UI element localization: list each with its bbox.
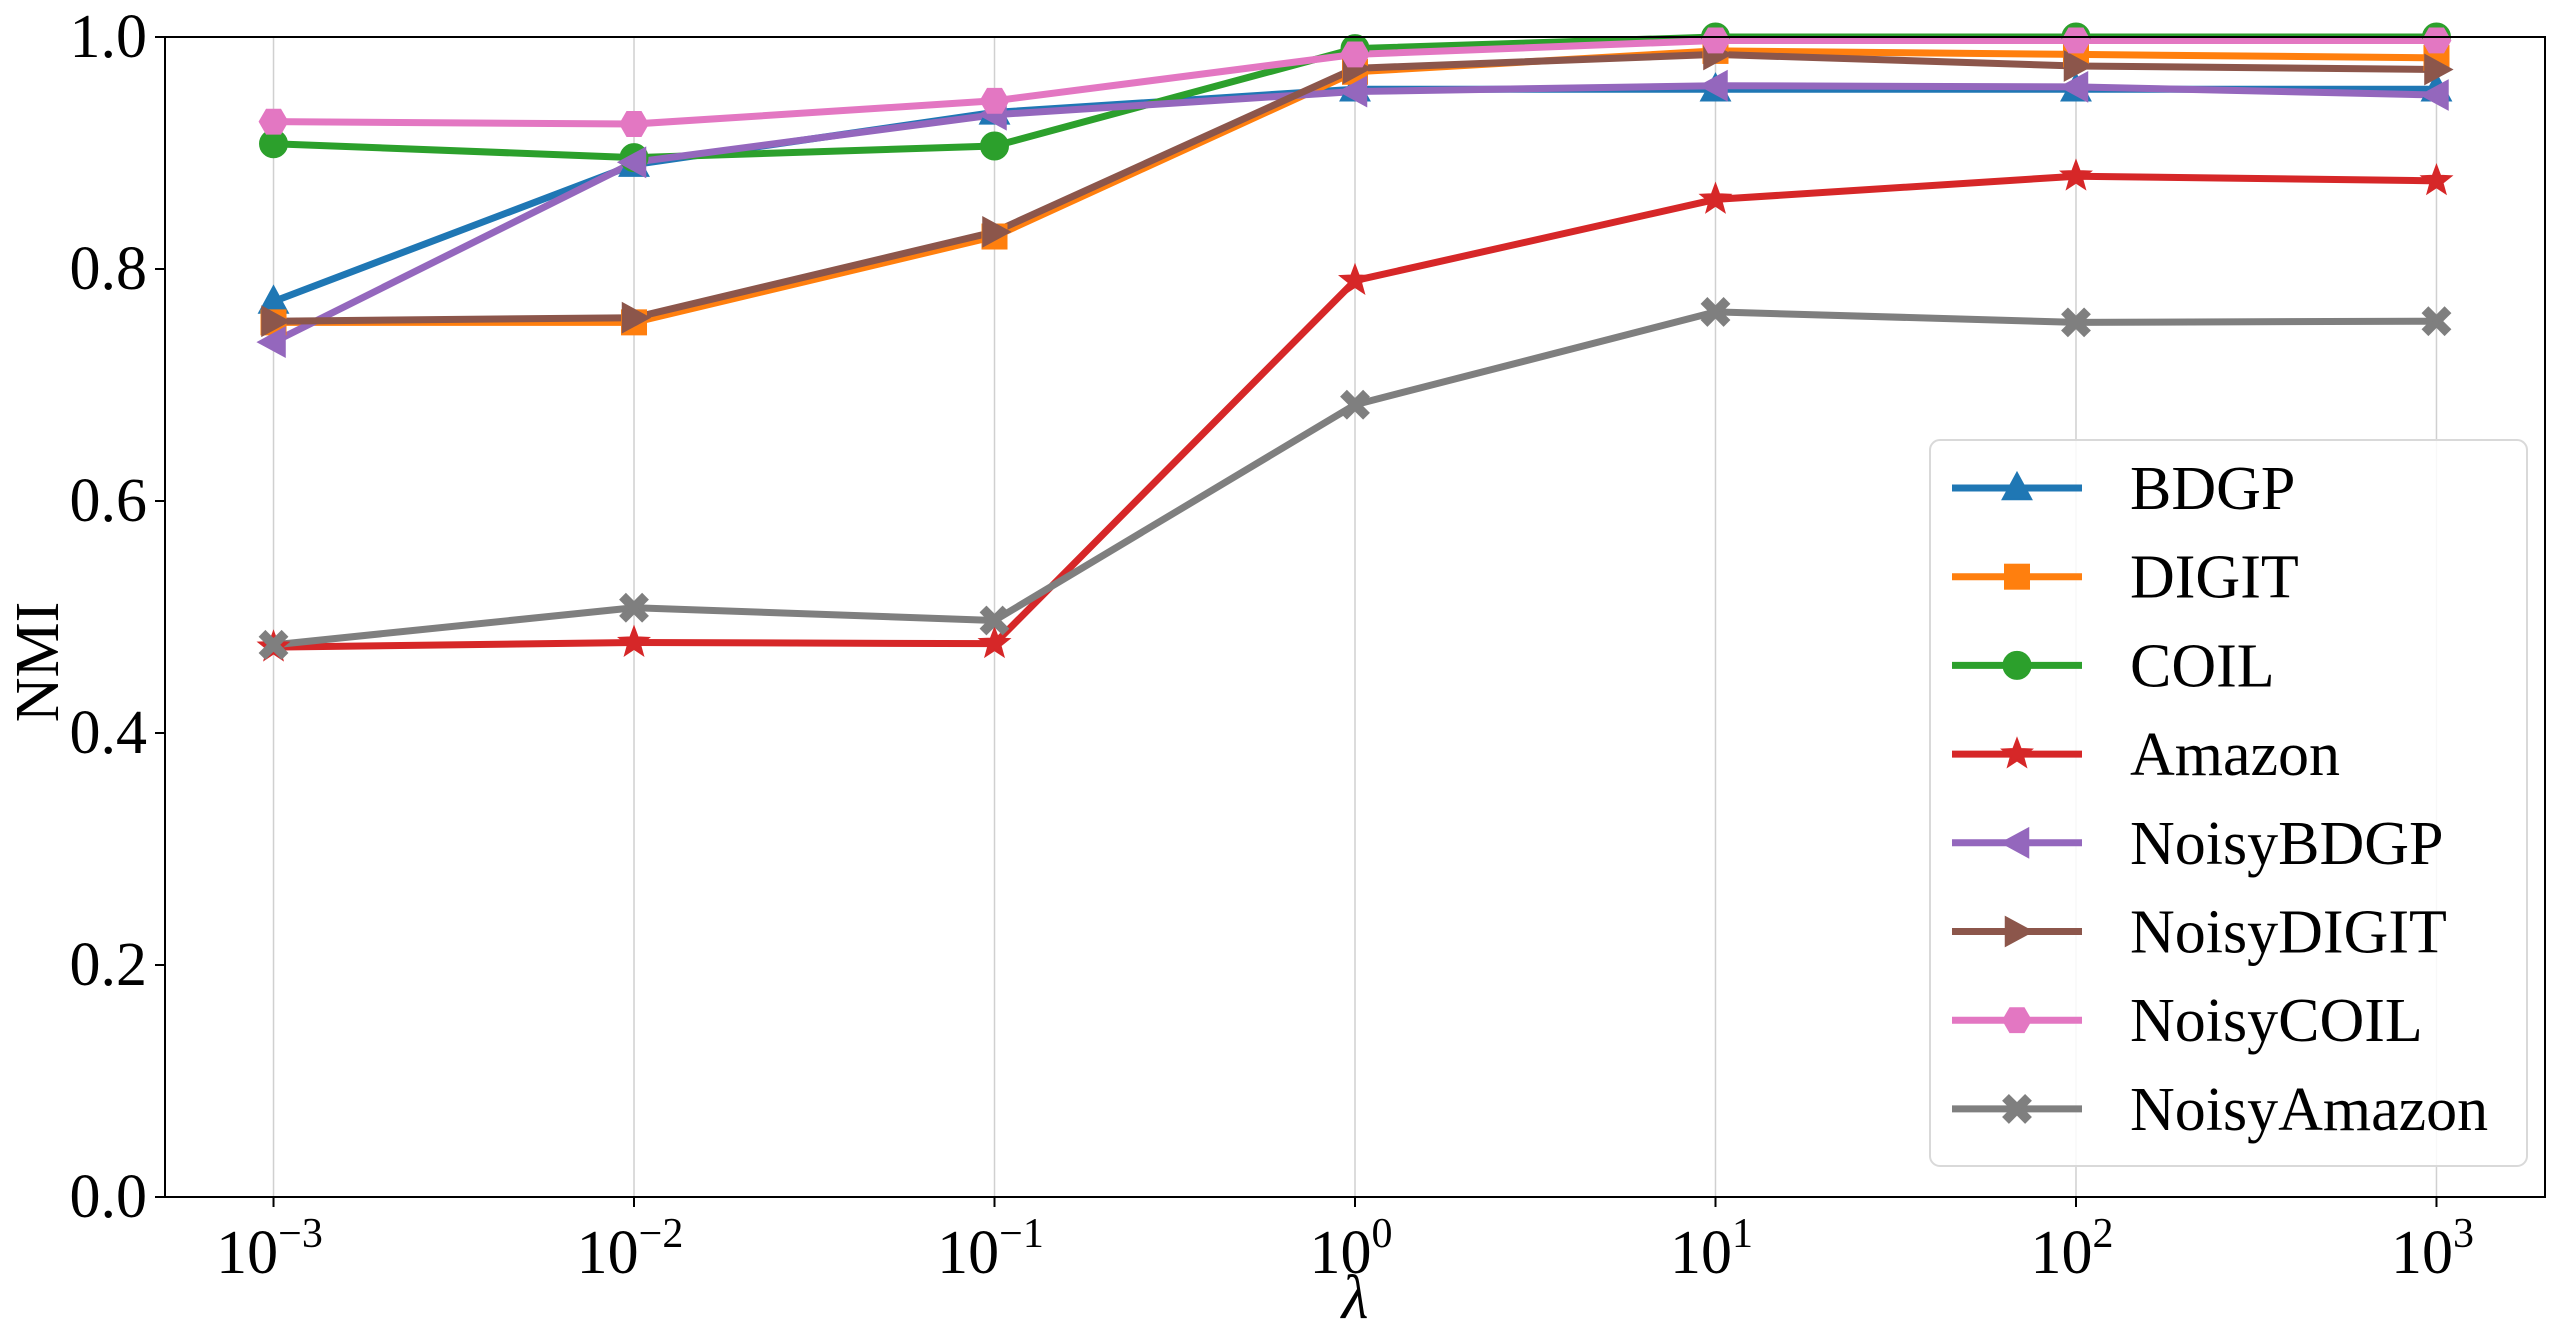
- legend-box: [1929, 439, 2528, 1167]
- data-point-noisybdgp: [256, 326, 286, 359]
- x-tick-label: 10−3: [216, 1211, 323, 1287]
- data-point-noisydigit: [621, 301, 652, 334]
- legend-swatch-marker: [2004, 915, 2035, 948]
- x-tick-label: 101: [1670, 1211, 1753, 1287]
- legend-label: DIGIT: [2130, 544, 2299, 612]
- data-point-noisybdgp: [1337, 75, 1368, 108]
- legend-entry-noisycoil: NoisyCOIL: [1952, 987, 2423, 1055]
- data-point-noisyamazon: [2061, 307, 2091, 338]
- x-tick-label: 103: [2391, 1211, 2474, 1287]
- legend-swatch-marker: [2004, 563, 2030, 590]
- data-point-noisyamazon: [1700, 297, 1731, 327]
- legend-entry-coil: COIL: [1952, 632, 2275, 700]
- data-point-noisyamazon: [619, 592, 649, 623]
- legend-entry-amazon: Amazon: [1952, 721, 2340, 789]
- y-tick-label: 1.0: [70, 3, 148, 71]
- data-point-amazon: [2059, 158, 2093, 191]
- y-tick-label: 0.6: [70, 467, 148, 535]
- data-point-noisydigit: [2424, 53, 2454, 86]
- data-point-noisybdgp: [2058, 70, 2089, 103]
- data-point-noisybdgp: [1698, 69, 1728, 102]
- data-point-noisycoil: [1340, 41, 1370, 68]
- x-tick-label: 102: [2030, 1211, 2113, 1287]
- x-tick-label: 10−2: [577, 1211, 684, 1287]
- legend-label: NoisyBDGP: [2130, 810, 2444, 878]
- data-point-noisycoil: [619, 111, 649, 137]
- data-point-noisycoil: [258, 108, 289, 135]
- data-point-noisybdgp: [616, 146, 647, 179]
- data-point-noisyamazon: [979, 605, 1010, 636]
- legend-swatch-marker: [2002, 1007, 2032, 1034]
- x-axis-label: λ: [1340, 1264, 1369, 1332]
- legend-entry-digit: DIGIT: [1952, 544, 2299, 612]
- x-tick-label: 100: [1310, 1211, 1393, 1287]
- legend-label: NoisyCOIL: [2130, 987, 2423, 1055]
- legend-entry-bdgp: BDGP: [1952, 455, 2295, 523]
- data-point-noisydigit: [982, 215, 1012, 248]
- data-point-noisybdgp: [2419, 79, 2449, 111]
- data-point-amazon: [1338, 262, 1372, 296]
- legend-swatch-marker: [2002, 1093, 2032, 1124]
- legend-entry-noisyamazon: NoisyAmazon: [1952, 1076, 2488, 1144]
- data-point-noisyamazon: [1340, 389, 1370, 420]
- data-point-noisycoil: [2061, 27, 2091, 54]
- tick-labels: 10−3 10−2 10−1 100 101 102 103 0.0 0.2 0.4 0.6 0.8 1…: [70, 3, 2474, 1287]
- legend-swatch-marker: [2001, 470, 2033, 501]
- legend-label: Amazon: [2130, 721, 2340, 789]
- y-tick-label: 0.2: [70, 931, 148, 999]
- legend-swatch-marker: [1999, 826, 2030, 859]
- data-point-noisydigit: [261, 305, 291, 338]
- x-tick-label: 10−1: [937, 1211, 1044, 1287]
- data-point-noisydigit: [2063, 50, 2094, 82]
- data-point-noisycoil: [1700, 27, 1731, 54]
- data-point-amazon: [977, 625, 1012, 659]
- y-tick-label: 0.4: [70, 699, 148, 767]
- data-point-noisycoil: [979, 87, 1010, 114]
- legend-entry-noisydigit: NoisyDIGIT: [1952, 899, 2447, 967]
- legend-swatch-marker: [2002, 650, 2032, 680]
- y-axis-label: NMI: [4, 602, 72, 723]
- data-point-noisyamazon: [2421, 306, 2452, 337]
- data-point-coil: [980, 131, 1010, 161]
- data-point-noisyamazon: [258, 629, 289, 660]
- legend: BDGP DIGIT COIL Amazon NoisyBDGP NoisyDIGIT No…: [1929, 439, 2528, 1167]
- legend-swatch-marker: [2000, 736, 2034, 769]
- legend-label: COIL: [2130, 632, 2275, 700]
- y-tick-label: 0.0: [70, 1163, 148, 1231]
- data-point-noisycoil: [2421, 27, 2452, 54]
- data-point-amazon: [617, 624, 651, 657]
- legend-entry-noisybdgp: NoisyBDGP: [1952, 810, 2444, 878]
- data-point-amazon: [2419, 162, 2454, 196]
- legend-label: NoisyAmazon: [2130, 1076, 2488, 1144]
- legend-label: BDGP: [2130, 455, 2295, 523]
- data-point-amazon: [1698, 181, 1733, 214]
- legend-label: NoisyDIGIT: [2130, 899, 2447, 967]
- y-tick-label: 0.8: [70, 235, 148, 303]
